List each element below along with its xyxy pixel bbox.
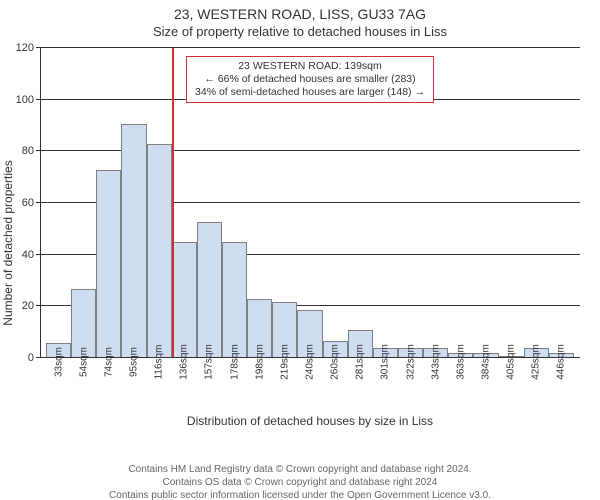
x-tick-label: 260sqm bbox=[330, 344, 341, 380]
bar bbox=[197, 222, 222, 358]
annotation-line: 34% of semi-detached houses are larger (… bbox=[195, 86, 425, 99]
x-tick-column: 136sqm bbox=[172, 358, 197, 412]
x-tick-label: 405sqm bbox=[506, 344, 517, 380]
bar bbox=[222, 242, 247, 358]
x-tick-column: 446sqm bbox=[549, 358, 574, 412]
y-axis-label: Number of detached properties bbox=[1, 160, 15, 325]
x-tick-column: 33sqm bbox=[46, 358, 71, 412]
x-tick-label: 116sqm bbox=[154, 345, 165, 380]
x-tick-column: 54sqm bbox=[71, 358, 96, 412]
x-tick-column: 301sqm bbox=[373, 358, 398, 412]
x-tick-label: 281sqm bbox=[355, 344, 366, 380]
x-tick-labels: 33sqm54sqm74sqm95sqm116sqm136sqm157sqm17… bbox=[40, 358, 580, 412]
x-tick-label: 322sqm bbox=[405, 344, 416, 380]
chart-area: Number of detached properties 0204060801… bbox=[40, 48, 580, 438]
annotation-line: 23 WESTERN ROAD: 139sqm bbox=[195, 60, 425, 73]
x-tick-column: 240sqm bbox=[297, 358, 322, 412]
chart-container: 23, WESTERN ROAD, LISS, GU33 7AG Size of… bbox=[0, 6, 600, 500]
bar-column bbox=[147, 144, 172, 358]
bar-column bbox=[96, 170, 121, 358]
footer-line: Contains public sector information licen… bbox=[0, 489, 600, 500]
x-tick-label: 446sqm bbox=[556, 344, 567, 380]
x-tick-column: 384sqm bbox=[473, 358, 498, 412]
x-tick-column: 405sqm bbox=[499, 358, 524, 412]
footer-line: Contains HM Land Registry data © Crown c… bbox=[0, 463, 600, 476]
bar-column bbox=[172, 242, 197, 358]
x-tick-column: 219sqm bbox=[272, 358, 297, 412]
y-tick-label: 60 bbox=[22, 197, 40, 209]
x-tick-column: 198sqm bbox=[247, 358, 272, 412]
bar-column bbox=[222, 242, 247, 358]
reference-line bbox=[172, 48, 174, 358]
y-tick-label: 100 bbox=[16, 94, 40, 106]
bar bbox=[121, 124, 146, 359]
annotation-box: 23 WESTERN ROAD: 139sqm← 66% of detached… bbox=[186, 56, 434, 103]
x-tick-label: 425sqm bbox=[531, 344, 542, 380]
x-tick-column: 322sqm bbox=[398, 358, 423, 412]
plot-area: 02040608010012023 WESTERN ROAD: 139sqm← … bbox=[40, 48, 580, 358]
x-tick-column: 157sqm bbox=[197, 358, 222, 412]
x-tick-label: 384sqm bbox=[480, 344, 491, 380]
y-tick-label: 0 bbox=[28, 352, 40, 364]
x-tick-column: 343sqm bbox=[423, 358, 448, 412]
x-tick-column: 178sqm bbox=[222, 358, 247, 412]
y-tick-label: 120 bbox=[16, 42, 40, 54]
y-tick-label: 80 bbox=[22, 145, 40, 157]
x-axis-label: Distribution of detached houses by size … bbox=[40, 414, 580, 428]
x-tick-label: 301sqm bbox=[380, 344, 391, 380]
x-tick-label: 178sqm bbox=[229, 344, 240, 380]
x-tick-label: 240sqm bbox=[304, 344, 315, 380]
bar-column bbox=[121, 124, 146, 359]
bar bbox=[172, 242, 197, 358]
x-tick-label: 136sqm bbox=[179, 344, 190, 380]
x-tick-label: 219sqm bbox=[279, 344, 290, 380]
x-tick-column: 363sqm bbox=[448, 358, 473, 412]
x-tick-column: 281sqm bbox=[348, 358, 373, 412]
footer-text: Contains HM Land Registry data © Crown c… bbox=[0, 463, 600, 500]
bar-column bbox=[197, 222, 222, 358]
page-title: 23, WESTERN ROAD, LISS, GU33 7AG bbox=[0, 6, 600, 24]
annotation-line: ← 66% of detached houses are smaller (28… bbox=[195, 73, 425, 86]
x-tick-label: 74sqm bbox=[103, 347, 114, 377]
x-tick-label: 33sqm bbox=[53, 347, 64, 377]
x-tick-label: 54sqm bbox=[78, 347, 89, 377]
x-tick-label: 363sqm bbox=[455, 344, 466, 380]
y-tick-label: 20 bbox=[22, 300, 40, 312]
x-tick-label: 157sqm bbox=[204, 344, 215, 380]
page-subtitle: Size of property relative to detached ho… bbox=[0, 24, 600, 40]
x-tick-label: 95sqm bbox=[128, 347, 139, 377]
x-tick-column: 74sqm bbox=[96, 358, 121, 412]
y-axis-line bbox=[40, 48, 41, 358]
x-tick-label: 343sqm bbox=[430, 344, 441, 380]
footer-line: Contains OS data © Crown copyright and d… bbox=[0, 476, 600, 489]
bar bbox=[147, 144, 172, 358]
y-tick-label: 40 bbox=[22, 249, 40, 261]
x-tick-column: 95sqm bbox=[121, 358, 146, 412]
bar bbox=[96, 170, 121, 358]
x-tick-column: 260sqm bbox=[323, 358, 348, 412]
x-tick-column: 116sqm bbox=[147, 358, 172, 412]
x-tick-column: 425sqm bbox=[524, 358, 549, 412]
x-tick-label: 198sqm bbox=[254, 344, 265, 380]
